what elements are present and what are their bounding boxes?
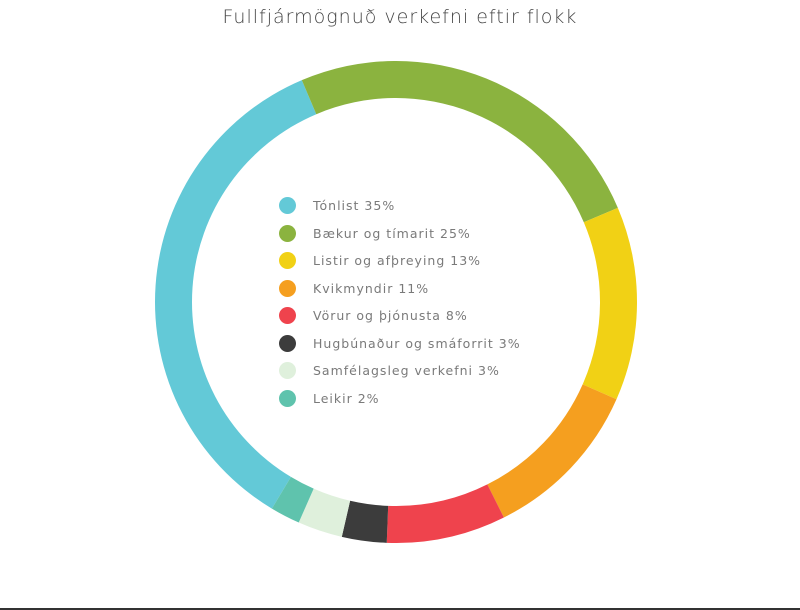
chart-title: Fullfjármögnuð verkefni eftir flokk	[222, 6, 578, 28]
legend-dot-icon	[279, 224, 296, 242]
legend-dot-icon	[279, 334, 296, 352]
legend-label: Kvikmyndir 11%	[313, 280, 430, 296]
legend-label: Listir og afþreying 13%	[313, 253, 482, 269]
legend-item-baekur: Bækur og tímarit 25%	[279, 220, 521, 248]
donut-slice-tónlist	[155, 80, 317, 509]
legend-item-tonlist: Tónlist 35%	[279, 192, 521, 220]
donut-ring	[155, 61, 637, 544]
legend-label: Vörur og þjónusta 8%	[313, 308, 468, 324]
legend-item-kvikmyndir: Kvikmyndir 11%	[279, 275, 521, 303]
legend-label: Samfélagsleg verkefni 3%	[313, 363, 500, 379]
donut-slice-bækur-og-tímarit	[301, 61, 618, 223]
donut-slice-hugbúnaður-og-smáforrit	[341, 500, 389, 543]
legend-dot-icon	[279, 362, 296, 380]
donut-slice-leikir	[271, 476, 314, 523]
legend-label: Tónlist 35%	[313, 198, 396, 214]
donut-slice-samfélagsleg-verkefni	[298, 488, 351, 537]
legend-dot-icon	[279, 252, 296, 270]
legend-label: Hugbúnaður og smáforrit 3%	[313, 335, 521, 351]
legend-item-samfelagsleg: Samfélagsleg verkefni 3%	[279, 357, 521, 385]
legend-dot-icon	[279, 307, 296, 325]
legend-label: Bækur og tímarit 25%	[313, 225, 471, 241]
legend-dot-icon	[279, 389, 296, 407]
bottom-border	[0, 608, 800, 610]
donut-slice-listir-og-afþreying	[582, 207, 637, 400]
legend-item-vorur: Vörur og þjónusta 8%	[279, 302, 521, 330]
legend-label: Leikir 2%	[313, 390, 380, 406]
legend-item-hugbunadur: Hugbúnaður og smáforrit 3%	[279, 330, 521, 358]
legend-item-listir: Listir og afþreying 13%	[279, 247, 521, 275]
legend: Tónlist 35% Bækur og tímarit 25% Listir …	[279, 192, 521, 412]
legend-dot-icon	[279, 197, 296, 215]
donut-slice-vörur-og-þjónusta	[386, 484, 504, 544]
legend-item-leikir: Leikir 2%	[279, 385, 521, 413]
legend-dot-icon	[279, 279, 296, 297]
donut-slice-kvikmyndir	[487, 384, 617, 518]
